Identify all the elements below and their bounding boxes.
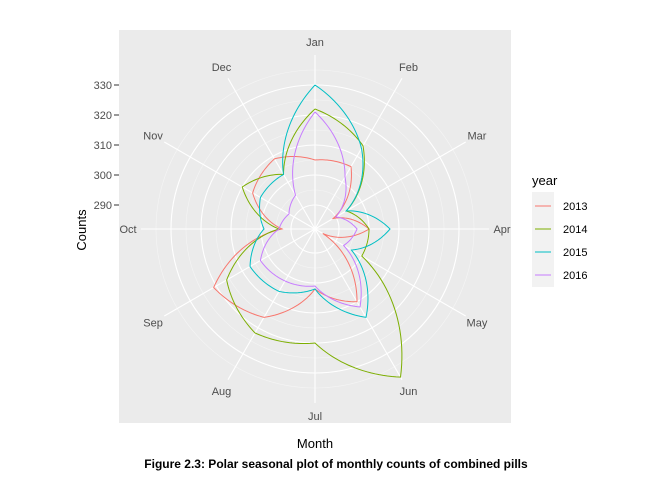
legend-label: 2015 [563,247,587,259]
month-tick-label: Mar [467,131,486,143]
grid-spoke [314,228,403,380]
radial-tick-label: 310 [94,140,112,152]
series-layer [213,84,403,378]
series-line-2016 [259,111,362,308]
radial-tick-label: 330 [94,80,112,92]
grid-spoke [227,228,316,380]
month-tick-label: Jan [306,37,324,49]
radial-tick-label: 300 [94,170,112,182]
grid-spoke [314,78,403,230]
radial-tick-label: 320 [94,110,112,122]
series-line-2015 [249,84,391,318]
month-tick-label: May [467,318,488,330]
legend: year 2013 2014 2015 2016 [532,173,587,287]
grid-spoke [314,228,466,317]
month-tick-label: Dec [212,62,232,74]
radial-tick-label: 290 [94,200,112,212]
grid-spoke [314,141,466,230]
y-axis-title: Counts [74,209,89,251]
month-tick-label: Aug [212,386,232,398]
grid-spoke [164,141,316,230]
month-tick-label: Oct [119,224,136,236]
month-tick-label: Apr [493,224,510,236]
month-tick-label: Jun [400,386,418,398]
legend-key-background [532,192,554,287]
x-axis-title: Month [297,436,333,451]
grid-spoke [227,78,316,230]
month-tick-label: Nov [143,131,163,143]
legend-label: 2014 [563,224,587,236]
legend-label: 2016 [563,270,587,282]
grid-spoke [164,228,316,317]
month-tick-label: Jul [308,411,322,423]
month-tick-label: Sep [143,318,163,330]
figure-caption: Figure 2.3: Polar seasonal plot of month… [144,457,528,471]
tick-layer: Jan Feb Mar Apr May Jun Jul Aug Sep Oct Nov Dec 290 3… [94,37,511,423]
legend-title: year [532,173,558,188]
month-tick-label: Feb [399,62,418,74]
legend-label: 2013 [563,201,587,213]
